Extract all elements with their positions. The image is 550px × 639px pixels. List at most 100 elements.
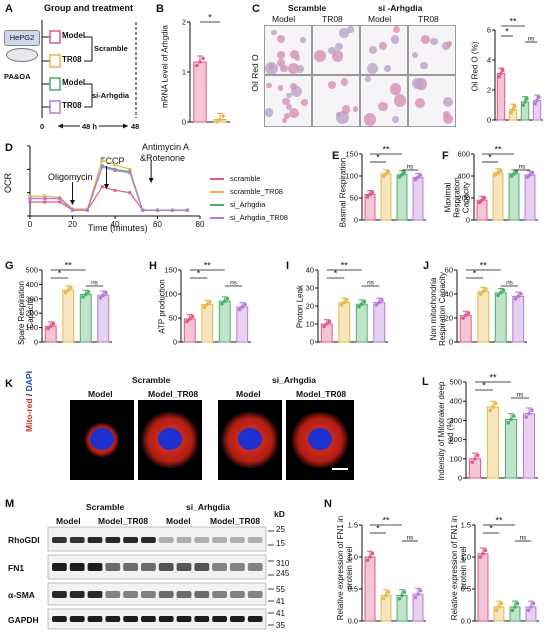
bar-chart-c: 0 2 4 6 *** ns	[487, 17, 543, 125]
blot-band	[194, 616, 210, 622]
data-point	[416, 592, 420, 596]
stained-cell	[277, 59, 286, 68]
data-point	[519, 292, 523, 296]
significance-label: *	[376, 524, 380, 534]
data-point	[43, 197, 47, 200]
fluorescence-image-1	[70, 400, 134, 480]
stained-cell	[367, 63, 378, 74]
bar	[193, 61, 207, 123]
bar	[79, 293, 92, 343]
panel-letter: G	[5, 260, 14, 272]
data-point	[51, 321, 56, 326]
bar-chart-g: 0 100 200 300 400 500 *** ns	[25, 261, 112, 347]
y-tick-label: 400	[457, 172, 470, 181]
blot-band	[176, 537, 192, 543]
data-point	[386, 169, 391, 174]
data-point	[402, 170, 407, 175]
data-point	[483, 548, 488, 553]
col-label-2: TR08	[322, 14, 343, 24]
blot-band	[87, 616, 103, 622]
stained-cell	[364, 113, 377, 126]
bar-chart-l: 0 100 200 300 400 500 *** ns	[449, 373, 538, 483]
data-point	[511, 107, 515, 112]
data-point	[498, 168, 503, 173]
data-point	[185, 208, 189, 212]
panel-letter: H	[149, 260, 157, 272]
data-point	[466, 311, 471, 315]
data-point	[535, 98, 539, 103]
stained-cell	[265, 108, 274, 117]
y-tick-label: 0.5	[348, 585, 358, 594]
legend-label: scramble_TR08	[230, 187, 283, 196]
data-point	[384, 593, 388, 598]
data-point	[528, 173, 532, 177]
data-point	[473, 457, 477, 461]
data-point	[496, 293, 500, 298]
fluorescence-image-4	[286, 400, 354, 480]
data-point	[496, 170, 500, 175]
significance-label: ns	[506, 280, 514, 287]
y-tick-label: 1.0	[461, 553, 471, 562]
data-point	[198, 60, 202, 64]
fluorescence-image-3	[218, 400, 282, 480]
bar-chart-i: 0 10 20 30 40 *** ns	[306, 261, 388, 347]
data-point	[481, 289, 486, 294]
data-point	[101, 293, 106, 297]
bar-chart-n2: 0.0 0.5 1.0 1.5 *** ns	[461, 516, 539, 626]
data-point	[513, 297, 518, 301]
data-point	[501, 288, 506, 293]
blot-band	[158, 591, 174, 598]
data-point	[237, 307, 242, 312]
x-axis-label: Time (minutes)	[88, 223, 148, 233]
data-point	[202, 305, 207, 309]
significance-label: *	[489, 524, 493, 534]
significance-label: ns	[407, 164, 415, 171]
blot-band	[87, 591, 103, 598]
blot-band	[158, 616, 174, 622]
data-point	[493, 173, 498, 177]
data-point	[377, 300, 382, 305]
legend: scramble scramble_TR08 si_Arhgdia si_Arh…	[210, 172, 288, 224]
legend-item-3: si_Arhgdia	[210, 198, 288, 211]
data-point	[484, 287, 488, 291]
significance-label: **	[489, 373, 497, 383]
data-point	[370, 551, 375, 556]
data-point	[400, 172, 404, 177]
data-point	[100, 185, 104, 189]
group-box-1	[49, 30, 61, 44]
panel-letter: F	[442, 150, 449, 162]
bracket-label-si: si-Arhgdia	[92, 91, 130, 100]
y-tick-label: 100	[345, 172, 358, 181]
data-point	[58, 197, 62, 200]
data-point	[362, 299, 367, 304]
blot-band	[141, 616, 156, 622]
y-tick-label: 500	[25, 266, 38, 275]
data-point	[416, 175, 420, 180]
data-point	[509, 417, 513, 422]
blot-band	[176, 591, 192, 598]
y-tick-label: 150	[164, 266, 177, 275]
stained-cell	[443, 111, 450, 119]
bar	[486, 406, 500, 479]
blot-band	[123, 563, 138, 571]
stained-cell	[276, 51, 285, 60]
data-point	[526, 608, 531, 613]
y-tick-label: 200	[457, 194, 470, 203]
col-label-1: Model	[56, 516, 81, 526]
bar	[396, 174, 408, 221]
blot-band	[176, 563, 192, 571]
significance-label: **	[65, 261, 73, 271]
data-point	[498, 291, 503, 295]
mw-marker: 55	[276, 585, 285, 594]
data-point	[537, 95, 541, 100]
y-tick-label: 600	[457, 150, 470, 159]
x-tick-label: 0	[28, 220, 33, 229]
data-point	[46, 326, 50, 331]
data-point	[190, 314, 195, 319]
panel-letter: K	[5, 378, 13, 390]
nucleus-signal	[238, 428, 262, 450]
group-label-2: TR08	[62, 55, 82, 64]
stained-cell	[288, 107, 299, 118]
data-point	[113, 163, 117, 167]
data-point	[324, 322, 329, 326]
